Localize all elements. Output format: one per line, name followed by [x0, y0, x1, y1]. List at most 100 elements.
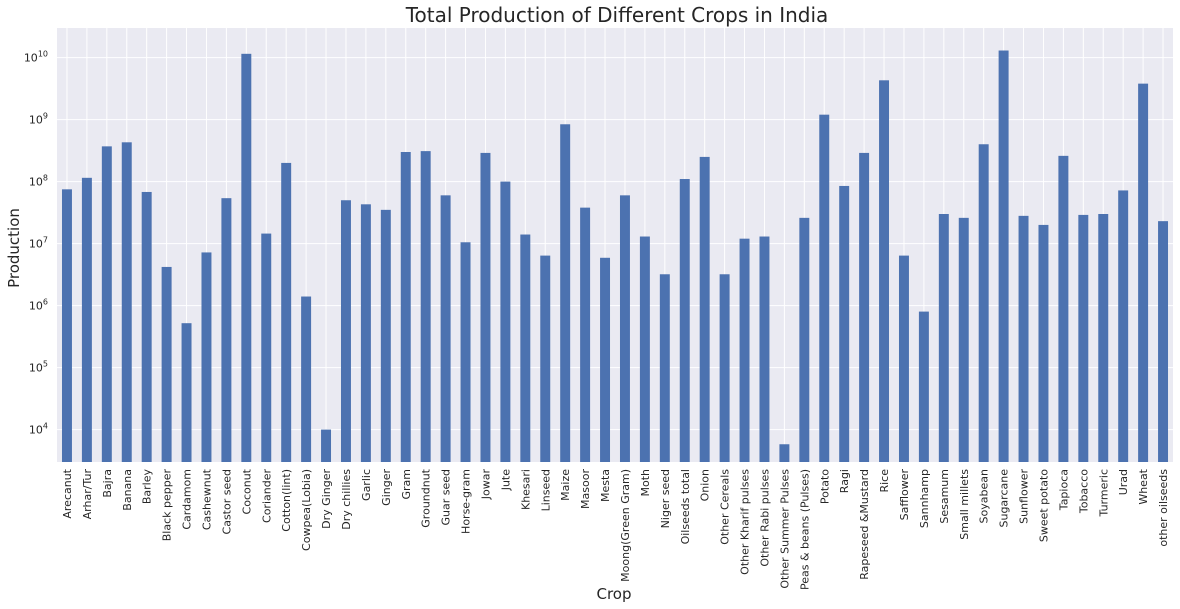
y-tick-label: 106 [29, 298, 48, 313]
x-tick-label: Ginger [380, 469, 393, 506]
bar-arecanut [61, 189, 72, 463]
x-tick-label: Potato [818, 469, 831, 504]
x-tick-label: Arecanut [61, 468, 74, 518]
x-tick-label: Other Kharif pulses [739, 469, 752, 575]
bar-ragi [839, 185, 850, 462]
x-tick-label: Coconut [240, 468, 253, 514]
bar-tobacco [1078, 214, 1089, 462]
x-tick-label: Arhar/Tur [81, 469, 94, 520]
x-tick-label: Sweet potato [1037, 469, 1050, 542]
x-tick-label: Garlic [360, 469, 373, 501]
bar-safflower [898, 255, 909, 462]
bar-onion [699, 156, 710, 462]
x-tick-label: Onion [699, 469, 712, 501]
x-tick-label: Black pepper [161, 469, 174, 542]
x-tick-label: Wheat [1137, 468, 1150, 504]
bar-ginger [380, 209, 391, 462]
y-tick-labels: 104 105 106 107 108 109 1010 [24, 50, 48, 437]
x-tick-label: Other Summer Pulses [778, 469, 791, 589]
bar-linseed [540, 255, 551, 462]
y-tick-label: 1010 [24, 50, 48, 65]
bar-niger-seed [659, 274, 670, 462]
x-tick-label: Moth [639, 469, 652, 497]
x-tick-label: Banana [121, 469, 134, 511]
bar-soyabean [978, 144, 989, 463]
bar-guar-seed [440, 195, 451, 463]
x-tick-label: Sesamum [938, 469, 951, 524]
x-tick-label: Dry chillies [340, 469, 353, 530]
x-tick-label: Tapioca [1057, 469, 1070, 511]
bar-turmeric [1098, 214, 1109, 462]
bar-wheat [1138, 83, 1149, 462]
x-tick-label: Urad [1117, 469, 1130, 495]
bar-rice [879, 80, 890, 463]
y-tick-label: 108 [29, 174, 48, 189]
x-tick-label: Maize [559, 469, 572, 501]
bar-gram [400, 152, 411, 462]
bar-barley [141, 191, 152, 463]
x-tick-label: Ragi [838, 469, 851, 493]
x-tick-label: Gram [400, 469, 413, 500]
bar-bajra [101, 146, 112, 462]
bar-jute [500, 181, 511, 462]
x-tick-label: Cardamom [181, 469, 194, 530]
bar-mesta [600, 257, 611, 462]
x-tick-label: Cashewnut [200, 468, 213, 530]
bar-black-pepper [161, 266, 172, 462]
x-tick-label: Coriander [260, 469, 273, 523]
bar-coconut [241, 53, 252, 463]
x-tick-label: Guar seed [440, 469, 453, 526]
bar-peas-beans-pulses [799, 217, 810, 462]
x-tick-label: Khesari [519, 469, 532, 510]
bar-khesari [520, 234, 531, 462]
bar-cashewnut [201, 252, 212, 462]
x-tick-label: Oilseeds total [679, 469, 692, 544]
x-tick-label: Other Cereals [719, 469, 732, 545]
x-tick-label: Sannhamp [918, 469, 931, 528]
x-tick-label: Turmeric [1097, 469, 1110, 517]
x-tick-label: Small millets [958, 469, 971, 540]
x-tick-label: Castor seed [220, 469, 233, 534]
x-tick-label: Rice [878, 469, 891, 493]
y-axis-label: Production [5, 208, 23, 288]
x-tick-label: Groundnut [420, 468, 433, 527]
bar-cotton-lint [281, 162, 292, 462]
x-tick-label: Soyabean [978, 469, 991, 523]
x-tick-label: Safflower [898, 469, 911, 521]
bar-sweet-potato [1038, 224, 1049, 462]
x-tick-labels: Arecanut Arhar/Tur Bajra Banana Barley Black … [61, 468, 1170, 590]
bar-sugarcane [998, 50, 1009, 462]
y-tick-label: 109 [29, 112, 48, 127]
x-tick-label: Moong(Green Gram) [619, 469, 632, 582]
x-tick-label: Mesta [599, 469, 612, 502]
x-tick-label: Sugarcane [998, 469, 1011, 528]
x-tick-label: Jowar [479, 469, 492, 501]
bar-other-summer-pulses [779, 444, 790, 462]
x-tick-label: Cowpea(Lobia) [300, 469, 313, 551]
x-tick-label: Niger seed [659, 469, 672, 528]
bar-cowpea-lobia [301, 296, 312, 462]
y-tick-label: 105 [29, 360, 48, 375]
bar-oilseeds-total [679, 179, 690, 462]
bar-urad [1118, 190, 1129, 462]
bars [61, 50, 1169, 463]
bar-maize [560, 124, 571, 463]
x-tick-label: Peas & beans (Pulses) [798, 469, 811, 590]
bar-jowar [480, 152, 491, 462]
x-axis-label: Crop [596, 585, 631, 603]
bar-arhar-tur [81, 177, 92, 463]
x-tick-label: Barley [141, 469, 154, 505]
bar-horse-gram [460, 242, 471, 462]
x-tick-label: Cotton(lint) [280, 469, 293, 532]
x-tick-label: Bajra [101, 469, 114, 498]
y-tick-label: 104 [29, 422, 48, 437]
bar-sesamum [938, 214, 949, 462]
bar-other-rabi-pulses [759, 236, 770, 462]
x-tick-label: Masoor [579, 469, 592, 509]
bar-other-cereals [719, 274, 730, 462]
bar-dry-ginger [321, 429, 332, 462]
x-tick-label: Jute [499, 469, 512, 492]
bar-cardamom [181, 323, 192, 462]
x-tick-label: Linseed [539, 469, 552, 511]
